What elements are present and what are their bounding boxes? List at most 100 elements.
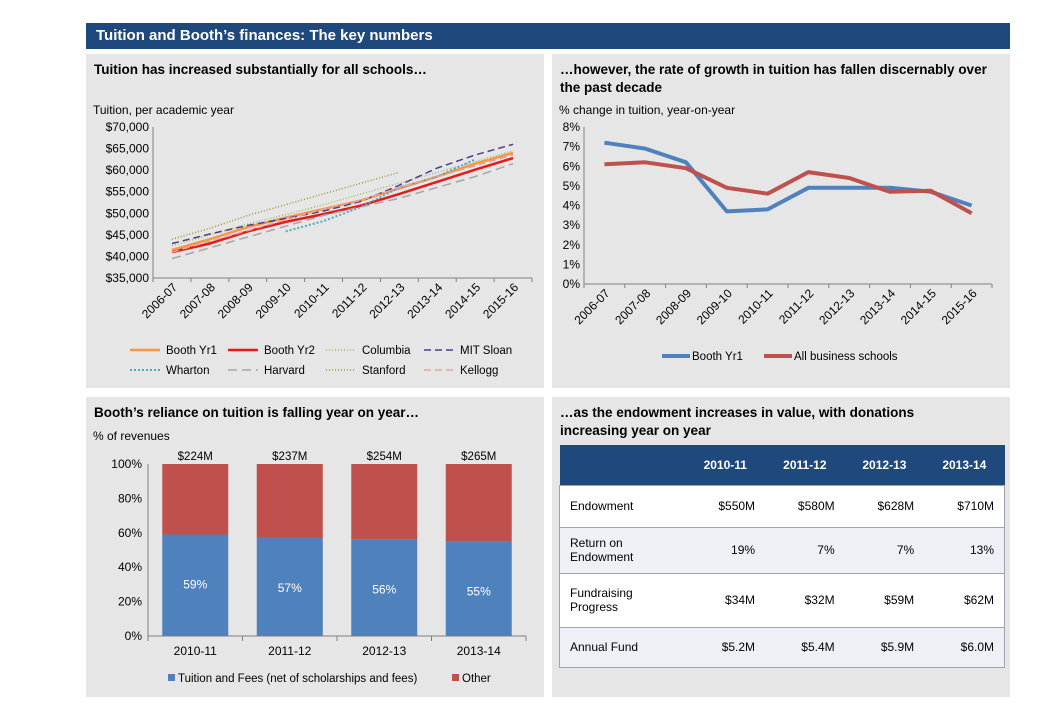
y-tick-label: $70,000 [106, 120, 150, 134]
table-header-cell [559, 445, 686, 485]
x-tick-label: 2013-14 [457, 644, 501, 658]
y-tick-label: $55,000 [106, 185, 150, 199]
legend-label: Other [462, 673, 491, 685]
x-tick-label: 2011-12 [329, 280, 370, 321]
legend-swatch [168, 674, 175, 681]
table-cell: $62M [924, 572, 1005, 627]
x-tick-label: 2011-12 [268, 644, 311, 658]
y-tick-label: 0% [563, 277, 581, 291]
endowment-title: …as the endowment increases in value, wi… [560, 405, 915, 438]
y-tick-label: 80% [118, 491, 142, 505]
table-cell: $5.4M [765, 626, 845, 667]
x-tick-label: 2014-15 [442, 280, 483, 321]
table-cell: 7% [765, 526, 845, 573]
legend-swatch [452, 674, 459, 681]
table-cell: $34M [685, 572, 766, 627]
series-line [171, 156, 514, 254]
bar-segment [351, 539, 418, 636]
y-tick-label: 4% [563, 199, 581, 213]
legend-label: Booth Yr2 [264, 345, 315, 357]
reliance-chart: % of revenues 0% 20% 40% 60% 80% 100% 59% $224M 2… [93, 429, 527, 685]
series-line [171, 171, 400, 240]
x-tick-label: 2006-07 [571, 286, 612, 327]
bar-data-label: 55% [467, 584, 491, 598]
table-cell: $32M [765, 572, 845, 627]
tuition-growth-title: …however, the rate of growth in tuition … [560, 62, 987, 95]
y-tick-label: $50,000 [106, 206, 150, 220]
page-banner: Tuition and Booth’s finances: The key nu… [86, 23, 1010, 49]
table-cell: $5.2M [685, 626, 766, 667]
table-cell: $6.0M [924, 626, 1005, 667]
y-tick-label: 0% [125, 629, 143, 643]
bar-segment [162, 534, 229, 636]
x-tick-label: 2012-13 [362, 644, 406, 658]
x-tick-label: 2015-16 [939, 286, 980, 327]
y-tick-label: 2% [563, 238, 581, 252]
reliance-panel: Booth’s reliance on tuition is falling y… [86, 397, 544, 697]
bar-data-label: 57% [278, 581, 302, 595]
bar-segment [445, 541, 512, 636]
series-line [171, 143, 514, 245]
table-header-cell: 2012-13 [844, 445, 925, 485]
y-tick-label: $60,000 [106, 163, 150, 177]
table-row: Return on Endowment 19% 7% 7% 13% [559, 526, 1005, 573]
bar-segment [256, 464, 323, 538]
legend-label: Wharton [166, 365, 209, 377]
tuition-level-title: Tuition has increased substantially for … [94, 62, 427, 77]
x-tick-label: 2009-10 [694, 286, 735, 327]
y-tick-label: 5% [563, 179, 581, 193]
x-tick-label: 2009-10 [253, 280, 294, 321]
table-row: Endowment $550M $580M $628M $710M [559, 484, 1005, 527]
y-tick-label: 100% [111, 457, 142, 471]
y-tick-label: 1% [563, 257, 581, 271]
y-tick-label: 40% [118, 560, 142, 574]
row-label: Endowment [559, 484, 686, 527]
series-line [604, 140, 973, 214]
bar-segment [162, 464, 229, 535]
y-axis-title: Tuition, per academic year [93, 103, 234, 117]
legend-label: Stanford [362, 365, 405, 377]
bar-segment [256, 537, 323, 636]
legend-label: Booth Yr1 [692, 351, 743, 363]
x-tick-label: 2006-07 [139, 280, 180, 321]
x-tick-label: 2010-11 [174, 644, 217, 658]
bar-segment [445, 464, 512, 542]
x-tick-label: 2007-08 [612, 286, 653, 327]
legend-label: Tuition and Fees (net of scholarships an… [178, 673, 417, 685]
tuition-level-chart: Tuition, per academic year $35,000 $40,000… [93, 103, 533, 377]
x-tick-label: 2013-14 [857, 286, 898, 327]
legend-label: All business schools [794, 351, 898, 363]
x-tick-label: 2012-13 [816, 286, 857, 327]
x-tick-label: 2014-15 [898, 286, 939, 327]
table-cell: 13% [924, 526, 1005, 573]
legend-label: Columbia [362, 345, 411, 357]
series-line [285, 158, 476, 233]
x-tick-label: 2008-09 [215, 280, 256, 321]
tuition-growth-chart: % change in tuition, year-on-year 0% 1% 2% 3… [559, 103, 993, 363]
series-line [171, 162, 514, 260]
table-row: Fundraising Progress $34M $32M $59M $62M [559, 572, 1005, 627]
series-line [171, 149, 514, 247]
x-tick-label: 2010-11 [735, 286, 776, 327]
y-tick-label: 7% [563, 140, 581, 154]
endowment-table: 2010-11 2011-12 2012-13 2013-14 Endowmen… [559, 445, 1005, 668]
legend-label: MIT Sloan [460, 345, 512, 357]
x-tick-label: 2007-08 [177, 280, 218, 321]
y-tick-label: $45,000 [106, 228, 150, 242]
row-label: Fundraising Progress [559, 572, 686, 627]
y-tick-label: 60% [118, 526, 142, 540]
series-line [604, 160, 973, 216]
table-header-cell: 2011-12 [765, 445, 845, 485]
y-tick-label: $35,000 [106, 271, 150, 285]
table-row: Annual Fund $5.2M $5.4M $5.9M $6.0M [559, 626, 1005, 667]
series-line [171, 151, 514, 252]
x-tick-label: 2015-16 [480, 280, 521, 321]
x-tick-label: 2008-09 [653, 286, 694, 327]
x-tick-label: 2012-13 [366, 280, 407, 321]
y-axis-title: % of revenues [93, 429, 170, 443]
table-cell: $550M [685, 484, 766, 527]
bar-total-label: $254M [367, 451, 402, 463]
row-label: Annual Fund [559, 626, 686, 667]
series-line [171, 154, 514, 253]
table-cell: $580M [765, 484, 845, 527]
